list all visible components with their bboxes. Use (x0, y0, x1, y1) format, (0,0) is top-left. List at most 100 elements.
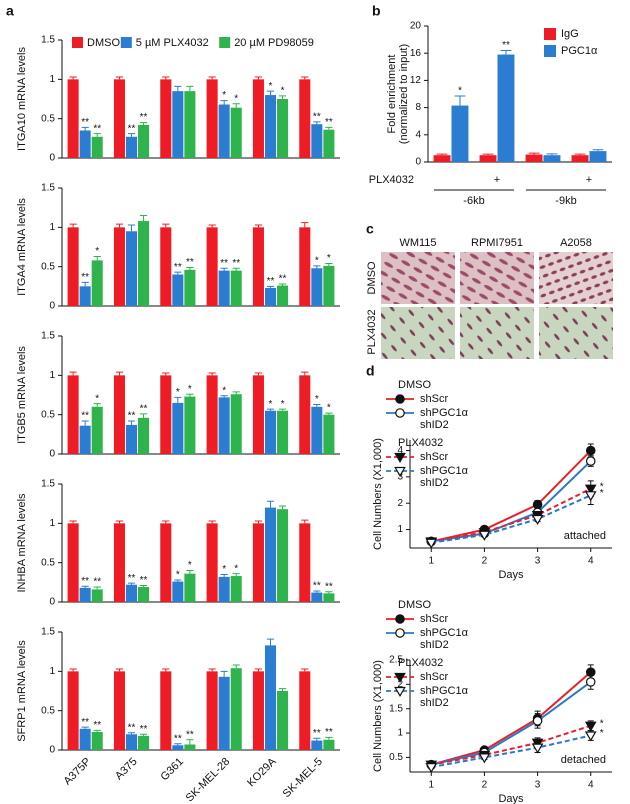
error-bar (162, 76, 170, 80)
error-bar (208, 76, 216, 80)
bar (184, 91, 196, 158)
y-tick-label: 0.5 (41, 113, 55, 124)
bar (138, 417, 150, 454)
error-bar (278, 688, 287, 691)
significance-star: ** (128, 411, 136, 422)
significance-star: ** (186, 729, 194, 740)
y-tick-label: 1.5 (41, 331, 55, 342)
bar (299, 375, 311, 454)
bar (138, 587, 150, 602)
significance-star: * (327, 253, 331, 264)
significance-star: * (458, 86, 462, 97)
error-bar (69, 371, 77, 376)
bar (91, 136, 103, 158)
y-axis-label: Fold enrichment (386, 55, 398, 134)
bar (67, 227, 79, 306)
error-bar (127, 420, 136, 425)
bar (479, 155, 497, 162)
significance-star: * (315, 394, 319, 405)
error-bar (93, 403, 101, 407)
micrograph (539, 252, 613, 304)
legend-label: DMSO (87, 37, 120, 49)
bar (79, 587, 91, 602)
significance-star: ** (128, 573, 136, 584)
legend-marker (395, 408, 405, 418)
significance-star: ** (128, 722, 136, 733)
y-tick-label: 0.5 (41, 705, 55, 716)
error-bar (278, 95, 287, 99)
bar (125, 734, 138, 750)
error-bar (278, 283, 287, 286)
marker (585, 677, 596, 687)
legend-label: shPGC1α shID2 (420, 685, 469, 709)
significance-star: ** (93, 123, 101, 134)
error-bar (313, 403, 321, 407)
significance-star: * (234, 563, 238, 574)
error-bar (254, 520, 263, 524)
significance-star: ** (325, 581, 333, 592)
error-bar (313, 590, 321, 593)
error-bar (81, 585, 89, 588)
legend-label: shScr (420, 613, 448, 625)
bar (299, 523, 311, 602)
significance-star: ** (502, 40, 510, 51)
error-bar (546, 153, 558, 156)
bar (160, 227, 172, 306)
y-tick-label: 1 (49, 222, 55, 233)
error-bar (69, 520, 77, 524)
significance-star: ** (140, 575, 148, 586)
row-label: DMSO (366, 261, 378, 294)
legend-group-label: DMSO (398, 599, 431, 611)
error-bar (313, 121, 321, 125)
error-bar (220, 573, 228, 577)
bar (206, 523, 218, 602)
x-tick-label: 2 (482, 556, 488, 567)
legend-group-label: PLX4032 (398, 437, 443, 449)
significance-star: * (222, 90, 226, 101)
significance-star: * (327, 403, 331, 414)
bar (589, 151, 607, 162)
error-bar (162, 372, 170, 376)
y-tick-label: 2 (397, 498, 403, 509)
y-tick-label: 1 (397, 524, 403, 535)
error-bar (93, 133, 101, 137)
bar (230, 394, 242, 454)
bar (172, 581, 184, 602)
bar (206, 79, 218, 158)
bar (79, 130, 91, 158)
bar (264, 410, 277, 454)
error-bar (186, 85, 194, 92)
line (431, 487, 592, 543)
marker (425, 763, 438, 774)
significance-star: ** (140, 404, 148, 415)
error-bar (186, 570, 194, 574)
error-bar (93, 586, 101, 590)
bar (323, 414, 335, 454)
significance-star: ** (313, 728, 321, 739)
bar (277, 509, 289, 602)
legend-group-label: DMSO (398, 379, 431, 391)
legend-swatch (120, 37, 132, 48)
error-bar (115, 371, 124, 376)
bar (571, 155, 589, 162)
error-bar (220, 395, 228, 398)
bar (497, 54, 515, 163)
y-tick-label: 12 (410, 75, 422, 86)
error-bar (81, 420, 89, 426)
bar (323, 593, 335, 602)
bar (206, 375, 218, 454)
y-tick-label: 16 (410, 48, 422, 59)
y-tick-label: 1 (49, 666, 55, 677)
significance-star: ** (140, 724, 148, 735)
y-tick-label: 1 (49, 370, 55, 381)
legend-marker (395, 614, 405, 624)
error-bar (139, 733, 148, 736)
line (431, 449, 592, 543)
legend-swatch (219, 37, 231, 48)
line (431, 681, 592, 766)
bar (206, 227, 218, 306)
x-tick-label: + (586, 174, 592, 186)
bar (311, 406, 323, 454)
bar (113, 79, 125, 158)
error-bar (174, 743, 182, 746)
